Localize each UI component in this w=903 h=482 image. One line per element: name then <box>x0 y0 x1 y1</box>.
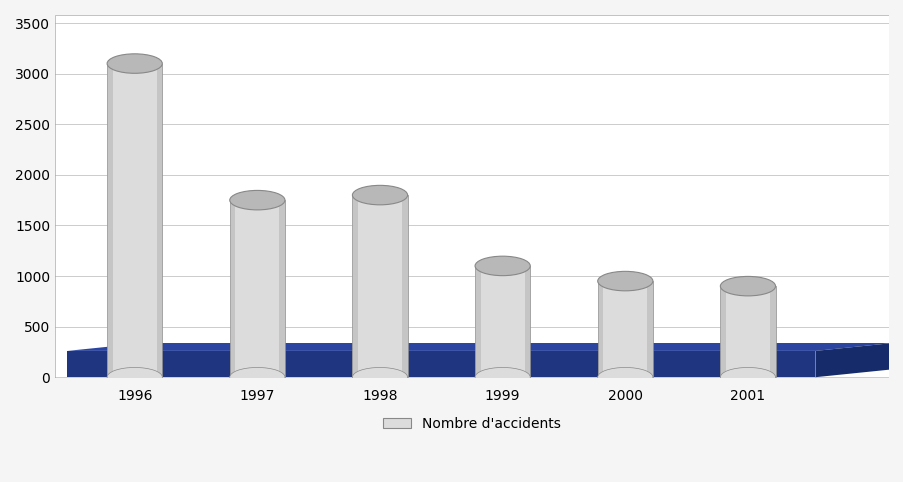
Ellipse shape <box>107 367 163 387</box>
Ellipse shape <box>107 54 163 73</box>
Bar <box>597 281 602 377</box>
Ellipse shape <box>475 367 530 387</box>
Ellipse shape <box>229 190 284 210</box>
Bar <box>475 266 530 377</box>
Bar <box>597 281 652 377</box>
Bar <box>156 64 163 377</box>
Bar <box>352 195 407 377</box>
Bar <box>352 195 358 377</box>
Ellipse shape <box>475 256 530 276</box>
Bar <box>279 200 284 377</box>
Ellipse shape <box>597 271 652 291</box>
Polygon shape <box>815 343 891 377</box>
Bar <box>107 64 113 377</box>
Ellipse shape <box>597 367 652 387</box>
Ellipse shape <box>352 367 407 387</box>
Ellipse shape <box>720 276 775 296</box>
Bar <box>402 195 407 377</box>
Bar <box>647 281 652 377</box>
Ellipse shape <box>229 367 284 387</box>
Polygon shape <box>67 343 891 351</box>
Bar <box>55 15 888 378</box>
Bar <box>229 200 284 377</box>
Bar <box>720 286 725 377</box>
Bar <box>107 64 163 377</box>
Bar <box>524 266 530 377</box>
Ellipse shape <box>720 367 775 387</box>
Polygon shape <box>67 351 815 377</box>
Ellipse shape <box>352 186 407 205</box>
Bar <box>769 286 775 377</box>
Legend: Nombre d'accidents: Nombre d'accidents <box>377 412 566 437</box>
Bar <box>229 200 235 377</box>
Bar <box>475 266 480 377</box>
Bar <box>720 286 775 377</box>
